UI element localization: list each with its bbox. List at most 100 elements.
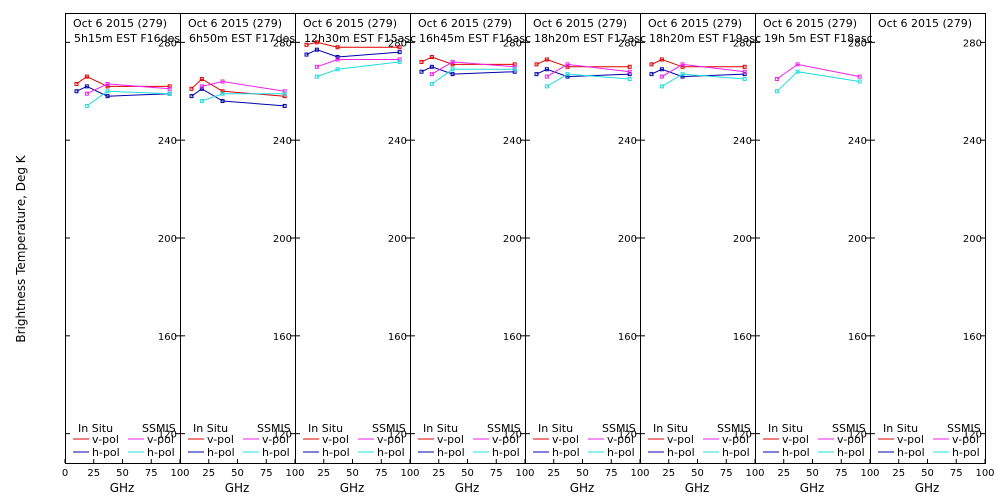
legend-label: v-pol	[722, 433, 749, 446]
data-point	[627, 69, 632, 74]
legend-label: v-pol	[492, 433, 519, 446]
series-insitu-h	[649, 67, 747, 79]
data-point	[84, 91, 89, 96]
x-tick-label: 25	[662, 468, 675, 479]
data-point	[544, 67, 549, 72]
x-tick-label: 75	[490, 468, 503, 479]
data-point	[199, 84, 204, 89]
legend-ssmis-heading: SSMIS	[832, 422, 866, 435]
y-tick-label: 240	[733, 136, 752, 147]
legend-label: h-pol	[722, 446, 750, 459]
legend-label: v-pol	[782, 433, 809, 446]
data-point	[565, 72, 570, 77]
data-point	[450, 72, 455, 77]
y-tick-label: 120	[158, 430, 177, 441]
legend-insitu-heading: In Situ	[78, 422, 113, 435]
data-point	[429, 72, 434, 77]
panels: Oct 6 2015 (279) 5h15m EST F16des 120 160 20…	[62, 13, 995, 495]
legend-label: h-pol	[92, 446, 120, 459]
y-tick-label: 200	[503, 234, 522, 245]
y-tick-label: 160	[848, 332, 867, 343]
panel-6: Oct 6 2015 (279) 18h20m EST F19asc 120 160 2…	[639, 13, 765, 495]
data-point	[659, 57, 664, 62]
x-tick-label: 50	[806, 468, 819, 479]
y-tick-label: 120	[618, 430, 637, 441]
data-point	[105, 94, 110, 99]
x-tick-label: 50	[461, 468, 474, 479]
series-line	[191, 88, 285, 107]
legend-insitu-heading: In Situ	[768, 422, 803, 435]
data-point	[627, 72, 632, 77]
data-point	[304, 42, 309, 47]
y-tick-label: 200	[158, 234, 177, 245]
panel-title-date: Oct 6 2015 (279)	[648, 17, 742, 30]
data-point	[534, 72, 539, 77]
panel-3: Oct 6 2015 (279) 12h30m EST F15asc 120 160 2…	[294, 13, 420, 495]
series-insitu-v	[419, 55, 517, 67]
data-point	[335, 57, 340, 62]
x-tick-label: 100	[400, 468, 419, 479]
data-point	[857, 74, 862, 79]
data-point	[774, 77, 779, 82]
legend-label: h-pol	[952, 446, 980, 459]
legend-label: h-pol	[377, 446, 405, 459]
data-point	[659, 84, 664, 89]
panel-title-date: Oct 6 2015 (279)	[188, 17, 282, 30]
data-point	[512, 64, 517, 69]
y-tick-label: 240	[273, 136, 292, 147]
x-tick-label: 50	[116, 468, 129, 479]
series-ssmis-h	[429, 67, 517, 86]
series-line	[421, 66, 515, 75]
series-ssmis-v	[199, 79, 287, 94]
series-line	[431, 61, 515, 75]
data-point	[450, 59, 455, 64]
series-line	[316, 59, 400, 68]
data-point	[742, 64, 747, 69]
data-point	[680, 62, 685, 67]
legend-label: h-pol	[207, 446, 235, 459]
data-point	[167, 84, 172, 89]
series-line	[651, 68, 745, 78]
y-tick-label: 240	[618, 136, 637, 147]
data-point	[512, 62, 517, 67]
series-line	[201, 93, 285, 102]
y-tick-label: 120	[848, 430, 867, 441]
series-line	[306, 49, 400, 58]
x-tick-label: 75	[720, 468, 733, 479]
x-tick-label: 100	[630, 468, 649, 479]
legend-label: v-pol	[377, 433, 404, 446]
data-point	[167, 91, 172, 96]
legend-ssmis-heading: SSMIS	[602, 422, 636, 435]
series-line	[536, 58, 630, 68]
y-tick-label: 240	[158, 136, 177, 147]
legend-ssmis-heading: SSMIS	[717, 422, 751, 435]
x-axis-label: GHz	[225, 481, 250, 495]
data-point	[314, 64, 319, 69]
x-axis-label: GHz	[455, 481, 480, 495]
panel-2: Oct 6 2015 (279) 6h50m EST F17des 120 160 20…	[179, 13, 305, 495]
series-insitu-v	[74, 74, 172, 89]
legend-label: h-pol	[897, 446, 925, 459]
data-point	[220, 99, 225, 104]
data-point	[189, 86, 194, 91]
legend-label: h-pol	[607, 446, 635, 459]
legend-label: v-pol	[322, 433, 349, 446]
series-line	[201, 80, 285, 92]
data-point	[335, 45, 340, 50]
y-tick-label: 240	[503, 136, 522, 147]
y-axis-label: Brightness Temperature, Deg K	[14, 154, 28, 342]
data-point	[544, 57, 549, 62]
y-tick-label: 120	[503, 430, 522, 441]
legend-insitu-heading: In Situ	[308, 422, 343, 435]
legend-label: v-pol	[437, 433, 464, 446]
panel-5: Oct 6 2015 (279) 18h20m EST F17asc 120 160 2…	[524, 13, 650, 495]
x-tick-label: 75	[375, 468, 388, 479]
legend-insitu-heading: In Situ	[653, 422, 688, 435]
legend-insitu-heading: In Situ	[883, 422, 918, 435]
legend-label: h-pol	[147, 446, 175, 459]
x-tick-label: 75	[605, 468, 618, 479]
legend-ssmis-heading: SSMIS	[487, 422, 521, 435]
legend-ssmis-heading: SSMIS	[142, 422, 176, 435]
data-point	[199, 86, 204, 91]
